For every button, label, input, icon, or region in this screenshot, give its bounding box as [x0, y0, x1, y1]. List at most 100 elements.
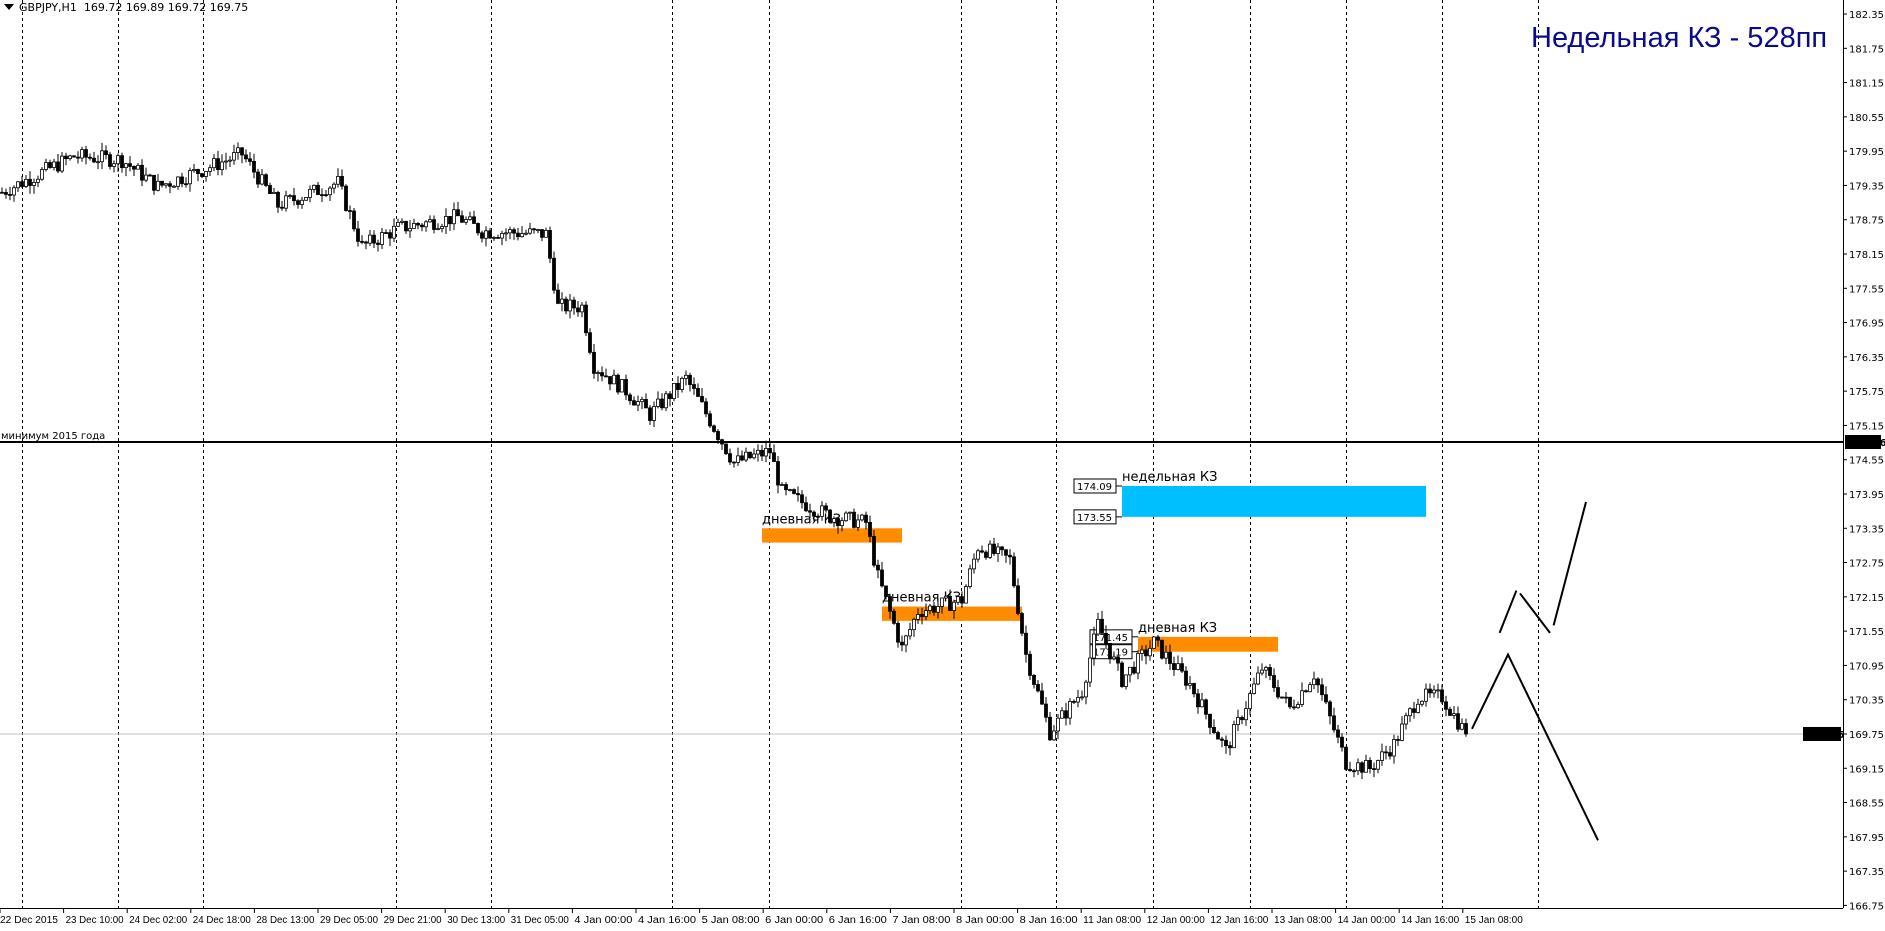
candle-body: [456, 209, 460, 217]
candle-body: [760, 449, 764, 457]
price-tick-label: 167.35: [1849, 867, 1884, 878]
candle: [968, 564, 972, 589]
candle-body: [872, 536, 876, 566]
candle: [28, 171, 32, 194]
candle-body: [1216, 732, 1220, 740]
forecast-line[interactable]: [1552, 501, 1587, 626]
candle-body: [452, 209, 456, 225]
candle-body: [188, 170, 192, 185]
price-tick-label: 172.75: [1849, 559, 1884, 570]
candle-body: [1228, 745, 1232, 749]
candle: [496, 234, 500, 239]
candle-body: [732, 461, 736, 464]
forecast-line[interactable]: [1498, 590, 1518, 634]
candle: [1280, 696, 1284, 699]
candle-body: [184, 183, 188, 186]
candle-body: [172, 185, 176, 188]
candle-body: [236, 147, 240, 153]
candle-body: [516, 232, 520, 238]
time-tick-label: 14 Jan 00:00: [1338, 915, 1396, 926]
candle-body: [1312, 678, 1316, 686]
price-tick-label: 173.35: [1849, 524, 1884, 535]
price-marker-box: [1845, 435, 1881, 449]
candle-body: [476, 223, 480, 234]
candle: [336, 168, 340, 188]
candle-body: [848, 511, 852, 514]
zone-rect[interactable]: [1138, 636, 1278, 652]
candle: [640, 396, 644, 410]
candle-body: [392, 225, 396, 239]
candle: [468, 211, 472, 221]
candle: [1316, 677, 1320, 693]
candle: [604, 368, 608, 378]
candle: [1384, 745, 1388, 760]
candle: [32, 178, 36, 194]
forecast-line[interactable]: [1519, 592, 1551, 634]
candle: [572, 296, 576, 315]
candle-body: [684, 374, 688, 379]
candle: [1204, 698, 1208, 720]
candle-body: [976, 550, 980, 560]
candle-body: [316, 184, 320, 196]
candle: [912, 617, 916, 637]
candle-body: [440, 226, 444, 230]
candle: [756, 444, 760, 462]
candle: [328, 186, 332, 201]
candle-body: [8, 193, 12, 196]
candle-body: [1168, 651, 1172, 664]
zone-rect[interactable]: [882, 606, 1022, 621]
candle: [744, 447, 748, 463]
candle-body: [1092, 633, 1096, 659]
candle: [1440, 684, 1444, 705]
candle-body: [864, 514, 868, 523]
candle: [116, 153, 120, 172]
dropdown-triangle-icon[interactable]: [4, 4, 14, 10]
candle: [732, 461, 736, 468]
candle: [92, 151, 96, 164]
candle: [1172, 656, 1176, 676]
candle-body: [1188, 683, 1192, 686]
time-axis[interactable]: 22 Dec 2015 23 Dec 10:00 24 Dec 02:00 24 De…: [0, 908, 1843, 926]
candle-body: [900, 641, 904, 646]
candle-body: [1108, 642, 1112, 660]
candle: [112, 160, 116, 173]
zone-rect[interactable]: [762, 528, 902, 543]
candle: [1376, 759, 1380, 774]
candle-body: [748, 451, 752, 459]
candle: [1064, 702, 1068, 726]
candle-body: [24, 178, 28, 187]
candle: [64, 152, 68, 166]
candle-body: [256, 171, 260, 185]
candle: [164, 183, 168, 189]
candle: [552, 251, 556, 294]
candle-body: [508, 229, 512, 234]
candle-body: [1192, 683, 1196, 695]
candle: [380, 228, 384, 249]
price-tick-label: 169.75: [1849, 730, 1884, 741]
price-tick-label: 181.15: [1849, 79, 1884, 90]
candle-body: [68, 155, 72, 160]
price-tick-label: 175.75: [1849, 387, 1884, 398]
candle-body: [1360, 762, 1364, 773]
candle-body: [736, 455, 740, 463]
candle: [504, 228, 508, 242]
candle-body: [1248, 693, 1252, 710]
candle-body: [592, 351, 596, 374]
candle: [464, 216, 468, 225]
candle-body: [1288, 696, 1292, 708]
candle: [1400, 716, 1404, 742]
candle: [208, 164, 212, 177]
candle: [148, 173, 152, 177]
candle: [692, 377, 696, 395]
candle-body: [680, 378, 684, 390]
candle-body: [1384, 751, 1388, 754]
candle-body: [856, 519, 860, 528]
forecast-line[interactable]: [1471, 652, 1599, 841]
zone-rect[interactable]: [1122, 485, 1426, 517]
candle: [1444, 695, 1448, 717]
candle-body: [360, 240, 364, 243]
price-axis[interactable]: 182.35 181.75 181.15 180.55 179.95 179.35 178.…: [1803, 0, 1885, 912]
candle-body: [1064, 710, 1068, 719]
price-tick-label: 180.55: [1849, 113, 1884, 124]
